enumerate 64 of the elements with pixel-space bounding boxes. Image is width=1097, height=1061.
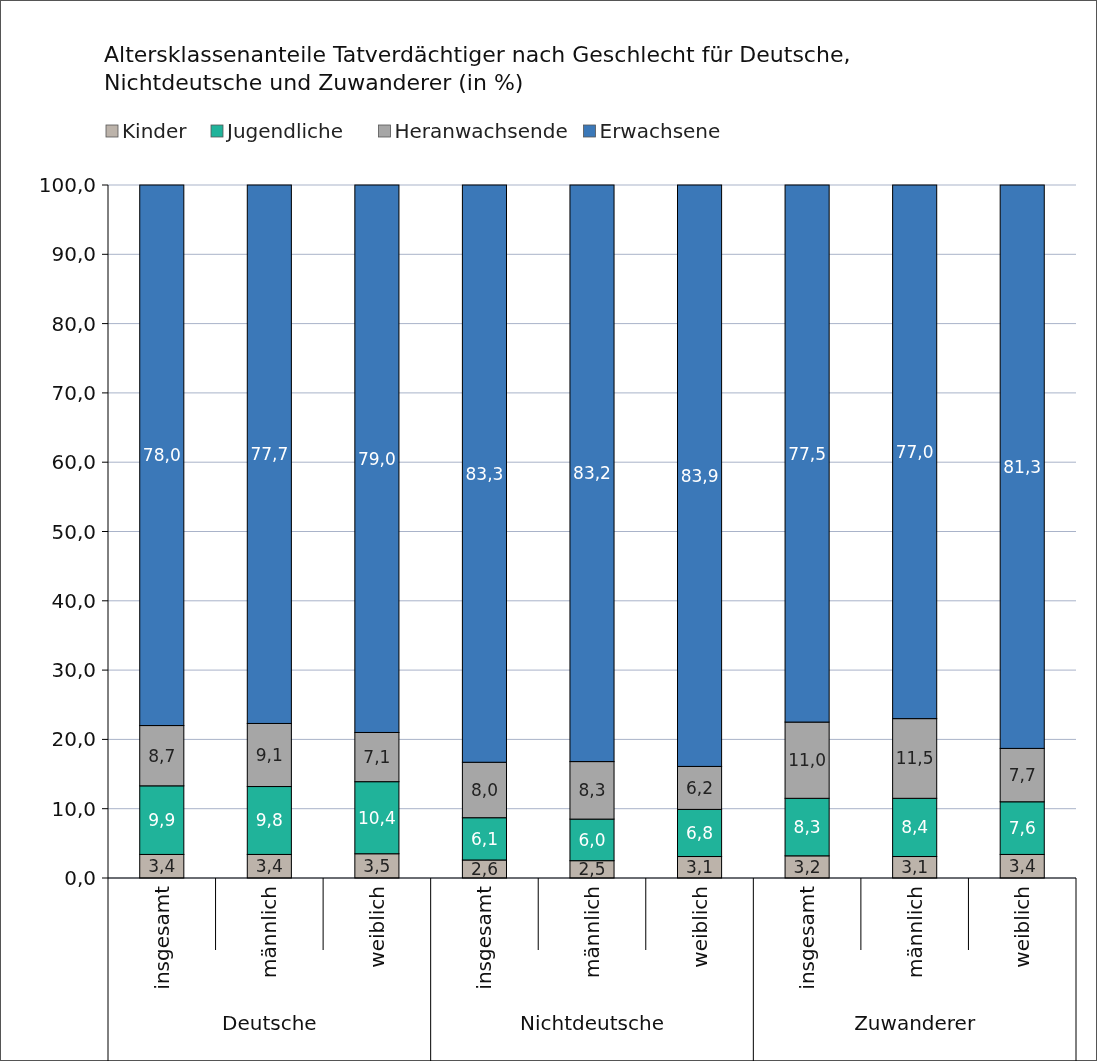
y-tick-label: 70,0 xyxy=(51,380,96,405)
data-label: 3,5 xyxy=(363,855,391,876)
text: Deutsche xyxy=(222,1011,317,1035)
legend-label: Kinder xyxy=(122,119,188,143)
data-label: 8,7 xyxy=(148,745,176,766)
data-label: 77,5 xyxy=(788,443,827,464)
text: Nichtdeutsche xyxy=(520,1011,664,1035)
y-tick-label: 80,0 xyxy=(51,311,96,336)
data-label: 77,0 xyxy=(895,441,934,462)
data-label: 83,9 xyxy=(680,465,719,486)
data-label: 3,2 xyxy=(793,856,821,877)
data-label: 11,0 xyxy=(788,750,827,771)
legend-label: Jugendliche xyxy=(225,119,344,143)
x-tick-label: insgesamt xyxy=(472,885,497,990)
legend-label: Heranwachsende xyxy=(394,119,568,143)
legend-label: Erwachsene xyxy=(599,119,721,143)
data-label: 8,3 xyxy=(793,817,821,838)
data-label: 2,5 xyxy=(578,859,606,880)
data-label: 8,3 xyxy=(578,780,606,801)
data-label: 3,4 xyxy=(1008,856,1036,877)
data-label: 7,1 xyxy=(363,747,391,768)
data-label: 6,2 xyxy=(686,777,714,798)
data-label: 6,1 xyxy=(470,828,498,849)
chart-title: Altersklassenanteile Tatverdächtiger nach Geschlecht für Deutsche, Nichtdeutsche und Zuwanderer (in %) xyxy=(104,42,851,95)
data-label: 8,4 xyxy=(901,817,929,838)
y-tick-label: 100,0 xyxy=(38,173,96,197)
y-tick-label: 50,0 xyxy=(51,519,96,544)
data-label: 78,0 xyxy=(142,445,181,466)
data-label: 3,4 xyxy=(148,856,176,877)
data-label: 8,0 xyxy=(470,779,498,800)
data-label: 6,8 xyxy=(686,822,714,843)
x-tick-label: männlich xyxy=(257,886,282,978)
data-label: 3,1 xyxy=(901,857,929,878)
data-label: 3,4 xyxy=(255,856,283,877)
x-tick-label: insgesamt xyxy=(795,885,820,990)
y-tick-label: 60,0 xyxy=(51,450,96,475)
data-label: 6,0 xyxy=(578,829,606,850)
data-label: 83,3 xyxy=(465,463,504,484)
data-label: 11,5 xyxy=(895,748,934,769)
data-label: 9,9 xyxy=(148,810,176,831)
y-tick-label: 90,0 xyxy=(51,242,96,267)
text: Zuwanderer xyxy=(854,1011,976,1035)
data-label: 2,6 xyxy=(470,858,498,879)
data-label: 7,7 xyxy=(1008,765,1036,786)
data-label: 7,6 xyxy=(1008,818,1036,839)
data-label: 83,2 xyxy=(573,463,611,484)
y-tick-label: 20,0 xyxy=(51,727,96,752)
x-tick-label: weiblich xyxy=(687,886,712,968)
data-label: 79,0 xyxy=(357,448,396,469)
y-tick-label: 30,0 xyxy=(51,658,96,683)
x-tick-label: männlich xyxy=(580,886,604,978)
data-label: 10,4 xyxy=(357,807,396,828)
x-tick-label: insgesamt xyxy=(149,885,174,990)
x-tick-label: weiblich xyxy=(1010,886,1035,968)
data-label: 3,1 xyxy=(686,857,714,878)
y-tick-label: 0,0 xyxy=(64,866,96,890)
x-tick-label: männlich xyxy=(902,886,927,978)
data-label: 81,3 xyxy=(1003,456,1042,477)
x-tick-label: weiblich xyxy=(364,886,389,968)
y-tick-label: 10,0 xyxy=(51,796,96,821)
data-label: 77,7 xyxy=(250,444,289,465)
data-label: 9,1 xyxy=(255,744,283,765)
y-tick-label: 40,0 xyxy=(51,588,96,613)
data-label: 9,8 xyxy=(255,810,283,831)
